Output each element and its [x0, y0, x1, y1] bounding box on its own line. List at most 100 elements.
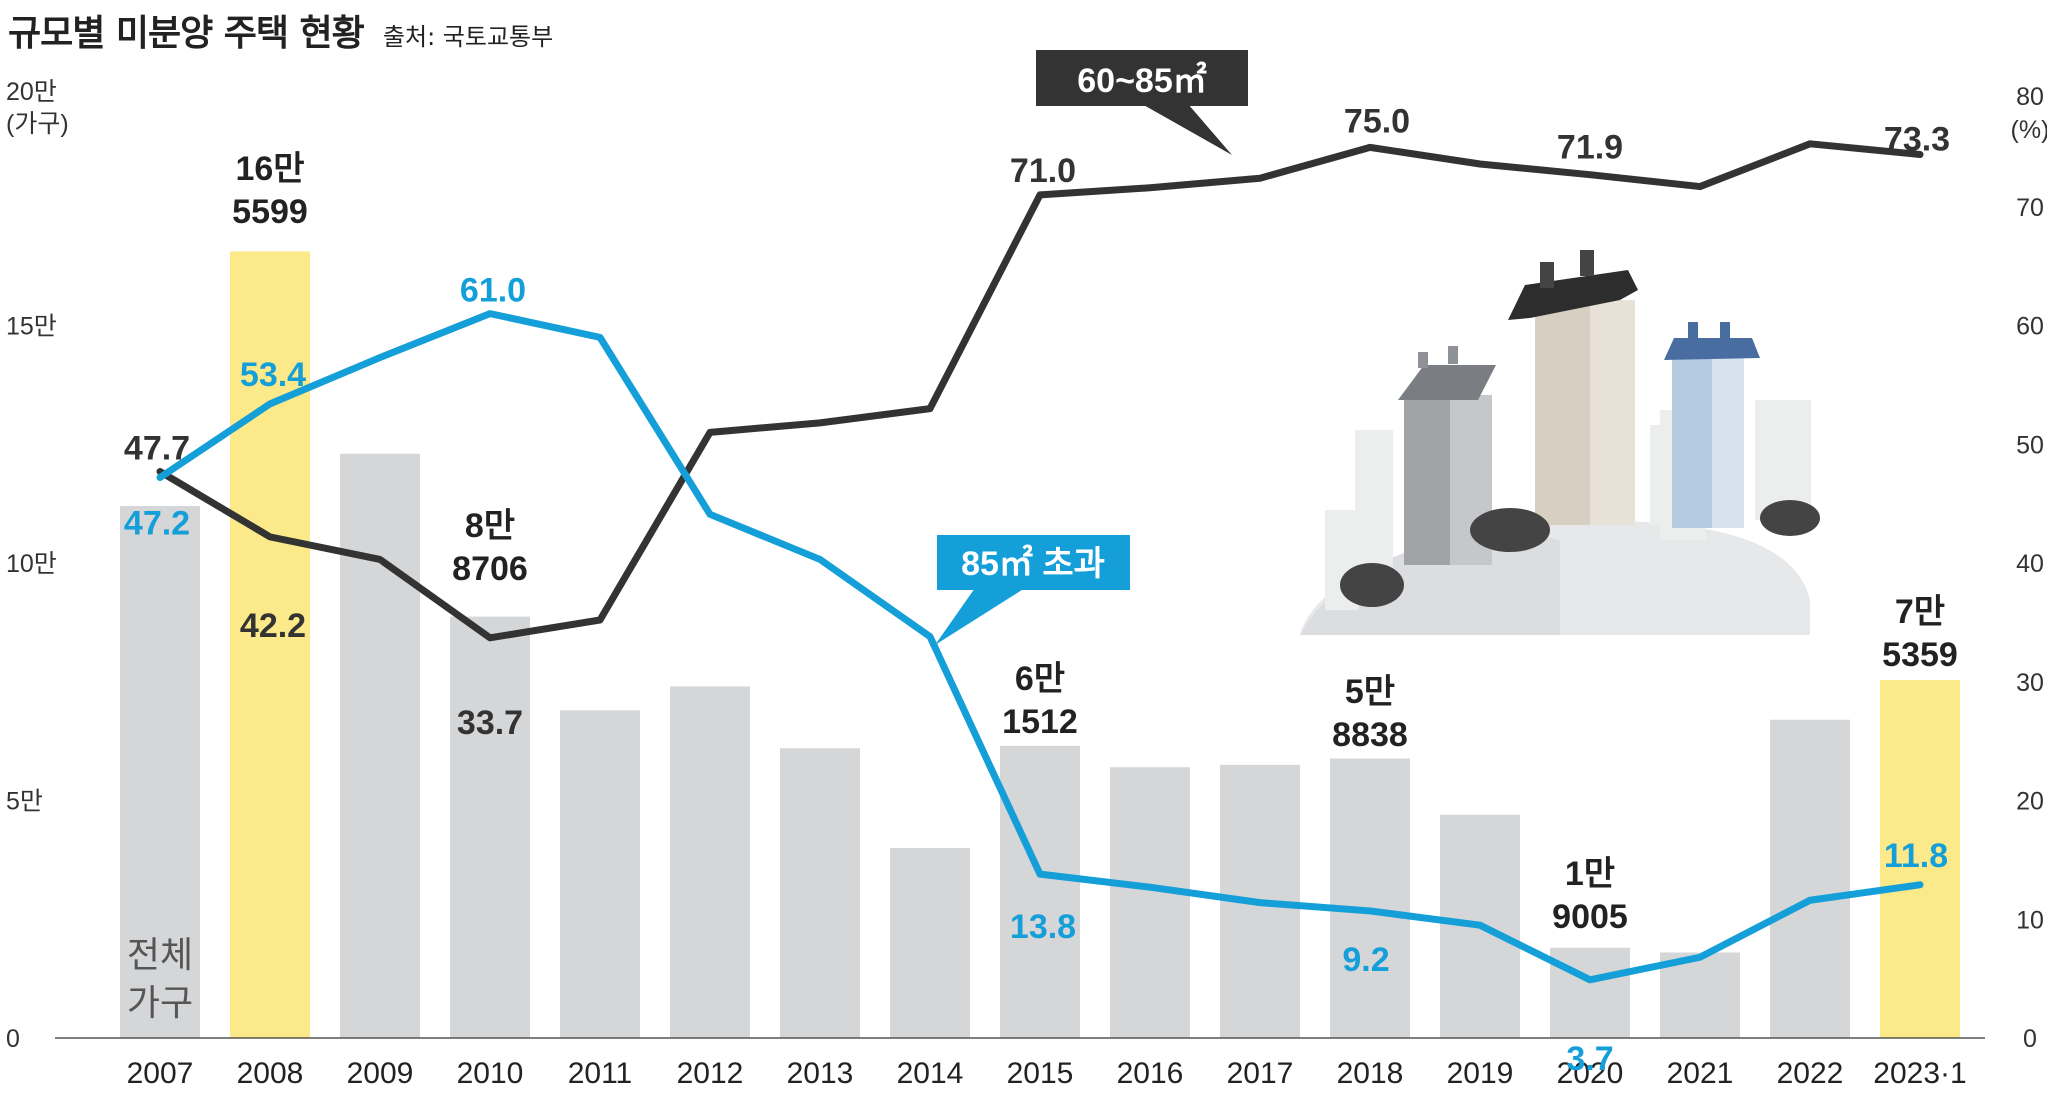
- bar-value-label: 5599: [232, 193, 308, 231]
- line-60-85-value-label: 75.0: [1344, 102, 1410, 140]
- callout-over-85-label: 85㎡ 초과: [961, 544, 1105, 583]
- bar-value-label: 9005: [1552, 898, 1628, 936]
- x-tick-label: 2013: [787, 1057, 854, 1090]
- bar-labels: 16만 5599 8만 8706 6만 1512 5만 8838 1만 9005 7만 5359: [232, 150, 1958, 936]
- callout-60-85-label: 60~85㎡: [1077, 61, 1207, 100]
- line-60-85: [156, 140, 1924, 642]
- left-axis-tick-label: 5만: [6, 788, 43, 816]
- bar-value-label: 1만: [1565, 855, 1615, 893]
- bar: [780, 748, 860, 1038]
- x-tick-label: 2010: [457, 1057, 524, 1090]
- right-axis-tick-label: 30: [2016, 669, 2044, 697]
- callout-60-85-box: [1036, 50, 1248, 106]
- x-tick-label: 2008: [237, 1057, 304, 1090]
- bar-series-name-line2: 가구: [127, 982, 193, 1023]
- bar-highlight: [1880, 680, 1960, 1038]
- bar: [120, 506, 200, 1038]
- bar: [1110, 767, 1190, 1038]
- bar-value-label: 16만: [235, 150, 304, 188]
- x-tick-label: 2015: [1007, 1057, 1074, 1090]
- right-axis-tick-label: 20: [2016, 788, 2044, 816]
- right-axis-tick-label: 40: [2016, 550, 2044, 578]
- left-axis-tick-label: 15만: [6, 313, 57, 341]
- left-axis-unit: 20만: [6, 78, 57, 106]
- building-grey: [1398, 346, 1496, 565]
- bar: [560, 710, 640, 1038]
- x-tick-label: 2012: [677, 1057, 744, 1090]
- bar-highlight: [230, 251, 310, 1038]
- right-axis-tick-label: 60: [2016, 313, 2044, 341]
- bar: [1770, 719, 1850, 1038]
- line-60-85-value-label: 47.7: [124, 430, 190, 468]
- chart-title: 규모별 미분양 주택 현황: [8, 13, 365, 54]
- right-axis: 80 (%) 0 10 20 30 40 50 60 70: [2011, 83, 2047, 1053]
- bar-value-label: 5만: [1345, 673, 1395, 711]
- x-tick-label: 2009: [347, 1057, 414, 1090]
- line-over-85-value-label: 53.4: [240, 356, 306, 394]
- building-beige: [1508, 250, 1638, 525]
- x-tick-label: 2023·1: [1873, 1057, 1966, 1090]
- line-over-85: [156, 310, 1924, 984]
- x-tick-label: 2007: [127, 1057, 194, 1090]
- bar: [1550, 947, 1630, 1038]
- x-tick-label: 2011: [568, 1057, 633, 1090]
- right-axis-tick-label: 0: [2023, 1025, 2037, 1053]
- x-tick-label: 2019: [1447, 1057, 1514, 1090]
- bar-value-label: 5359: [1882, 636, 1958, 674]
- bar-series-name-line1: 전체: [127, 934, 193, 975]
- right-axis-tick-label: 50: [2016, 431, 2044, 459]
- callout-60-85-pointer: [1142, 104, 1232, 155]
- line-series: [156, 140, 1924, 984]
- series-callouts: 60~85㎡ 85㎡ 초과: [935, 50, 1248, 645]
- title-row: 규모별 미분양 주택 현황 출처: 국토교통부: [8, 4, 553, 56]
- line-labels: 47.7 42.2 33.7 71.0 75.0 71.9 73.3 47.2 53.4 61.0…: [124, 102, 1950, 1077]
- x-tick-label: 2014: [897, 1057, 964, 1090]
- bar-value-label: 8만: [465, 507, 515, 545]
- bars: [120, 251, 1960, 1038]
- left-axis-unit-label: (가구): [6, 110, 69, 138]
- line-over-85-value-label: 3.7: [1566, 1040, 1613, 1078]
- bar: [1000, 745, 1080, 1038]
- line-60-85-value-label: 71.0: [1010, 152, 1076, 190]
- bar: [1330, 758, 1410, 1038]
- line-over-85-value-label: 13.8: [1010, 908, 1076, 946]
- x-axis: 2007 2008 2009 2010 2011 2012 2013 2014 2015 2016…: [55, 1037, 1985, 1090]
- bar: [670, 686, 750, 1038]
- callout-over-85-box: [937, 535, 1130, 590]
- bar: [890, 848, 970, 1038]
- line-over-85-value-label: 11.8: [1884, 837, 1948, 875]
- right-axis-tick-label: 10: [2016, 906, 2044, 934]
- x-tick-label: 2016: [1117, 1057, 1184, 1090]
- x-tick-label: 2018: [1337, 1057, 1404, 1090]
- line-over-85-value-label: 9.2: [1342, 941, 1389, 979]
- line-60-85-value-label: 71.9: [1557, 129, 1623, 167]
- bar: [450, 616, 530, 1038]
- bar-value-label: 8838: [1332, 716, 1408, 754]
- x-tick-label: 2021: [1667, 1057, 1734, 1090]
- left-axis-tick-label: 0: [6, 1025, 20, 1053]
- line-over-85-value-label: 61.0: [460, 272, 526, 310]
- left-axis-tick-label: 10만: [6, 550, 57, 578]
- line-over-85-value-label: 47.2: [124, 505, 190, 543]
- callout-over-85-pointer: [935, 588, 1025, 645]
- line-60-85-value-label: 33.7: [457, 704, 523, 742]
- right-axis-unit-label: (%): [2011, 116, 2047, 144]
- right-axis-tick-label: 70: [2016, 194, 2044, 222]
- bar: [340, 453, 420, 1038]
- building-blue: [1664, 322, 1760, 528]
- right-axis-top-tick: 80: [2016, 83, 2044, 111]
- chart-source: 출처: 국토교통부: [382, 23, 554, 51]
- x-tick-label: 2017: [1227, 1057, 1294, 1090]
- line-60-85-value-label: 73.3: [1884, 121, 1950, 159]
- x-tick-label: 2020: [1557, 1057, 1624, 1090]
- bar-value-label: 8706: [452, 550, 528, 588]
- line-60-85-value-label: 42.2: [240, 607, 306, 645]
- bar-value-label: 1512: [1002, 703, 1078, 741]
- bar: [1660, 952, 1740, 1038]
- apartment-illustration: [1300, 250, 1820, 635]
- x-tick-label: 2022: [1777, 1057, 1844, 1090]
- left-axis: 20만 (가구) 0 5만 10만 15만: [6, 78, 69, 1053]
- bar-value-label: 7만: [1895, 593, 1945, 631]
